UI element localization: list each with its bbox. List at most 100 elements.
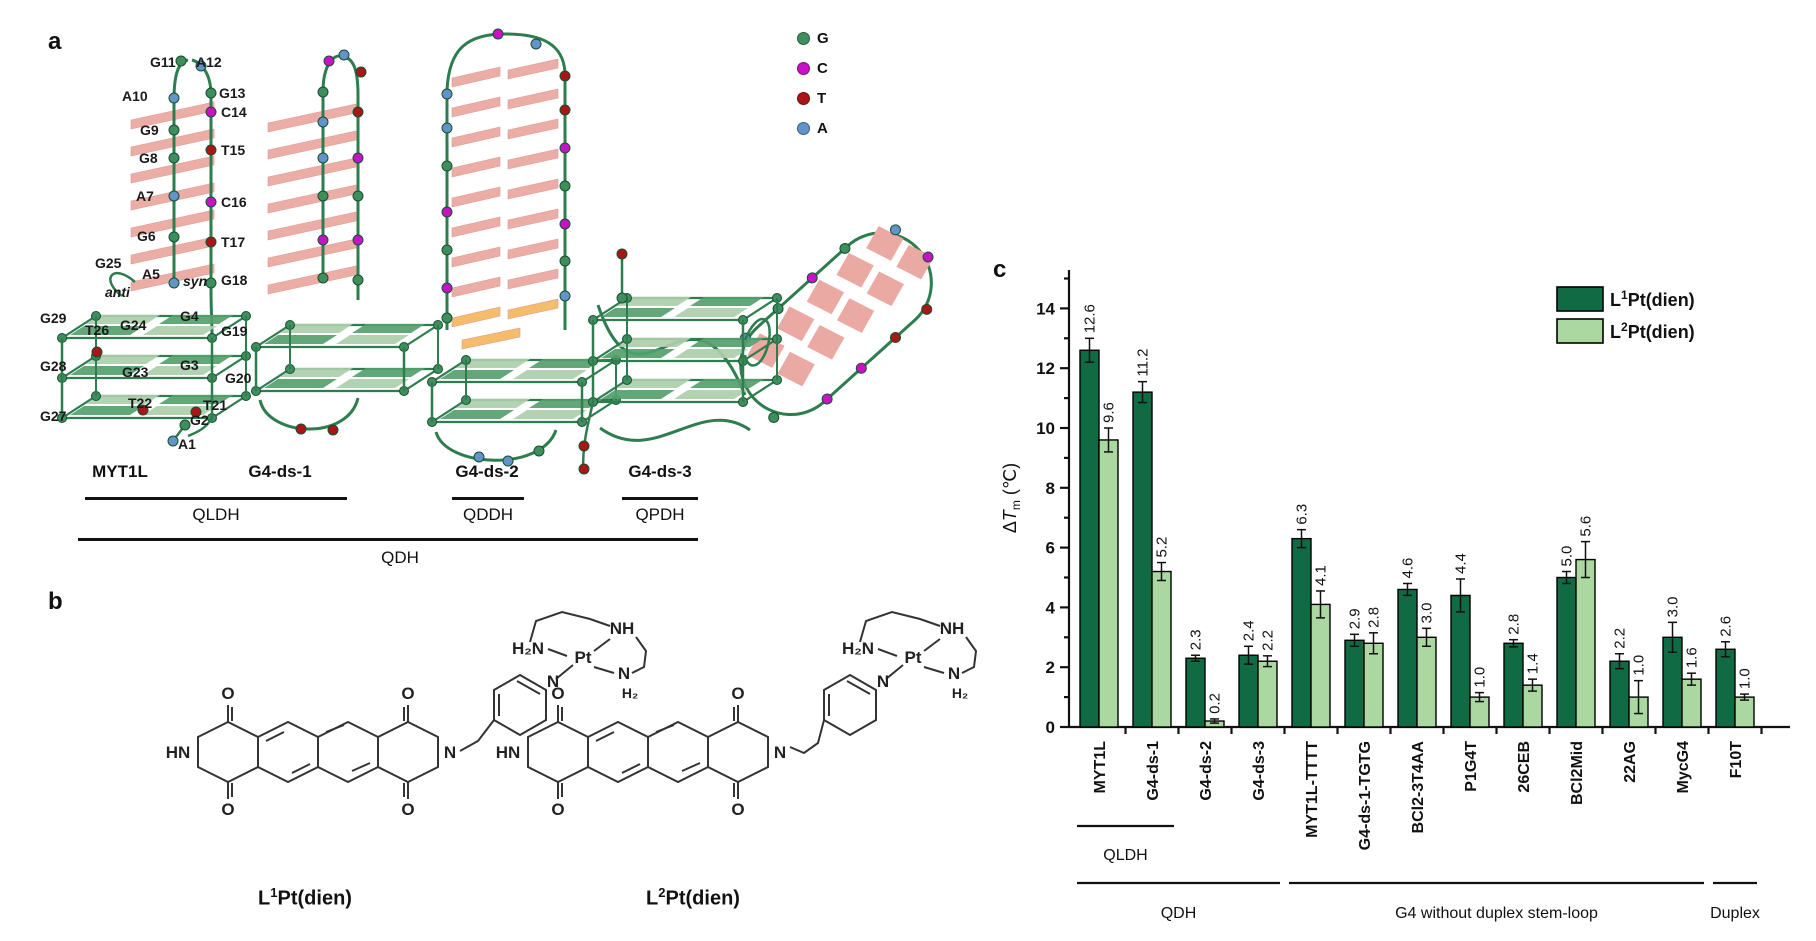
base-dot-g [441, 160, 453, 172]
base-dot-a [168, 92, 180, 104]
base-label-A1: A1 [178, 436, 196, 452]
bar-value-label: 5.0 [1559, 546, 1576, 567]
annotation-label-QDH: QDH [1161, 905, 1197, 922]
quartet-tile [70, 406, 144, 415]
structure-name-MYT1L: MYT1L [92, 462, 148, 481]
base-label-A5: A5 [142, 266, 160, 282]
base-dot-a [195, 60, 207, 72]
bar-BCl2Mid-s1 [1556, 576, 1577, 728]
x-category-label-G4-ds-1: G4-ds-1 [1145, 741, 1162, 801]
x-category-label-MYT1L: MYT1L [1092, 741, 1109, 794]
quartet-tile [440, 410, 514, 419]
base-label-G6: G6 [137, 228, 156, 244]
legend-label-A: A [817, 120, 828, 137]
atom-label: O [401, 684, 414, 703]
legend-row-A: A [797, 120, 828, 137]
atom-label: N [948, 664, 960, 683]
error-bar [1422, 627, 1431, 648]
x-category-label-G4-ds-1-TGTG: G4-ds-1-TGTG [1357, 741, 1374, 850]
base-dot-c [317, 234, 329, 246]
duplex-rung [267, 238, 357, 268]
base-dot-g [352, 190, 364, 202]
legend-row-G: G [797, 30, 829, 47]
base-dot-t [295, 423, 307, 435]
base-dot-g [205, 277, 217, 289]
base-label-C14: C14 [221, 104, 247, 120]
bar-value-label: 1.0 [1472, 667, 1489, 688]
base-dot-a [441, 88, 453, 100]
base-dot-t [355, 66, 367, 78]
y-tick-label: 0 [1046, 718, 1055, 737]
base-dot-a [889, 224, 901, 236]
quartet-tile [674, 390, 748, 399]
legend-dot-T [797, 92, 810, 105]
error-bar [1210, 718, 1219, 724]
base-dot-g [317, 190, 329, 202]
qdh-underline [78, 538, 698, 541]
molecule-structures-drawing: O O HN O O N N H₂N Pt NH N H₂ [166, 610, 978, 819]
error-bar [1562, 570, 1571, 585]
base-label-T17: T17 [221, 234, 246, 250]
bar-value-label: 1.0 [1631, 655, 1648, 676]
quartet-tile [617, 338, 691, 347]
error-bar [1456, 578, 1465, 613]
base-dot-t [352, 106, 364, 118]
error-bar [1615, 652, 1624, 670]
base-dot-a [167, 435, 179, 447]
error-bar [1740, 693, 1749, 701]
base-dot-c [441, 282, 453, 294]
base-dot-a [168, 190, 180, 202]
base-dot-c [559, 142, 571, 154]
annotation-label-Duplex: Duplex [1710, 905, 1760, 922]
base-dot-t [559, 104, 571, 116]
base-label-G2: G2 [190, 412, 209, 428]
base-dot-g [352, 274, 364, 286]
base-dot-g [559, 180, 571, 192]
bar-value-label: 2.3 [1188, 629, 1205, 650]
base-label-G23: G23 [122, 364, 149, 380]
error-bar [1085, 337, 1094, 363]
base-label-G8: G8 [139, 150, 158, 166]
bar-BCl2-3T4AA-s2 [1416, 636, 1437, 728]
quartet-tile [529, 399, 603, 408]
base-dot-c [205, 106, 217, 118]
base-label-G28: G28 [40, 358, 67, 374]
bar-P1G4T-s1 [1450, 594, 1471, 728]
atom-label: N [547, 672, 559, 691]
quartet-tile [159, 315, 233, 324]
molecule-2-name: L2Pt(dien) [646, 885, 740, 910]
legend-label-T: T [817, 90, 827, 107]
base-label-G13: G13 [219, 85, 246, 101]
error-bar [1528, 678, 1537, 692]
quartet-tile [280, 324, 353, 333]
duplex-rung [507, 238, 559, 260]
quartet-tile [86, 395, 160, 404]
duplex-rung [451, 276, 501, 298]
duplex-rung [507, 268, 559, 290]
delta-tm-bar-chart: 0 2 4 6 8 10 12 14 ΔTm (℃) 12.6 9.6 MYT1L 11.2 5.2 G4-… [1000, 270, 1790, 922]
legend-label-G: G [817, 30, 829, 47]
atom-label: HN [496, 743, 521, 762]
bar-value-label: 2.9 [1347, 608, 1364, 629]
bar-MYT1L-TTTT-s2 [1310, 603, 1331, 728]
error-bar [1721, 641, 1730, 658]
base-label-A10: A10 [122, 88, 148, 104]
error-bar [1509, 638, 1518, 648]
quadruplex-structures-drawing [57, 28, 934, 475]
base-dot-a [502, 455, 514, 467]
duplex-rung [451, 186, 501, 208]
quartet-tile [690, 338, 764, 347]
strand [599, 418, 751, 442]
bar-value-label: 1.6 [1684, 647, 1701, 668]
error-bar [1244, 645, 1253, 665]
base-label-G11: G11 [150, 54, 176, 70]
base-label-C16: C16 [221, 194, 247, 210]
base-label-G18: G18 [221, 272, 248, 288]
base-dot-t [559, 70, 571, 82]
x-category-label-26CEB: 26CEB [1516, 741, 1533, 793]
base-dot-a [530, 38, 542, 50]
bar-value-label: 2.6 [1718, 616, 1735, 637]
bar-value-label: 2.8 [1506, 614, 1523, 635]
quartet-tile [159, 355, 233, 364]
